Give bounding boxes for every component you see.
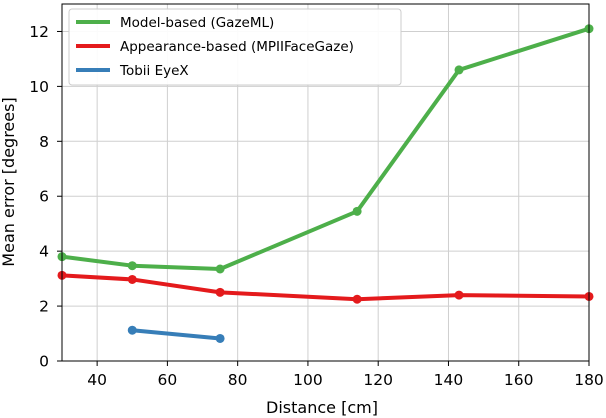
data-point <box>454 290 464 300</box>
plot-frame <box>61 3 590 362</box>
data-point <box>352 294 362 304</box>
y-tick-label: 10 <box>29 78 49 96</box>
y-tick-label: 12 <box>29 23 49 41</box>
legend-label: Appearance-based (MPIIFaceGaze) <box>120 39 354 55</box>
data-point <box>215 264 225 274</box>
data-point <box>127 325 137 335</box>
x-tick-label: 140 <box>434 371 464 389</box>
axis-ticks: 40 60 80 100 120 140 160 180 0 2 4 6 8 10 12 <box>29 23 604 389</box>
legend-label: Tobii EyeX <box>119 63 189 79</box>
y-tick-label: 0 <box>39 353 49 371</box>
y-axis-label: Mean error [degrees] <box>0 97 18 266</box>
data-point <box>215 333 225 343</box>
y-tick-label: 2 <box>39 298 49 316</box>
series-layer <box>57 24 594 343</box>
x-tick-label: 180 <box>574 371 604 389</box>
legend-box <box>68 8 402 86</box>
axes-box <box>61 3 590 362</box>
x-tick-label: 160 <box>504 371 534 389</box>
data-point <box>215 287 225 297</box>
series-line <box>132 328 221 341</box>
series-line <box>61 26 590 272</box>
x-tick-label: 60 <box>158 371 178 389</box>
x-tick-label: 120 <box>363 371 393 389</box>
data-point <box>454 65 464 75</box>
series-line <box>61 273 590 302</box>
y-tick-label: 6 <box>39 188 49 206</box>
x-tick-label: 80 <box>228 371 248 389</box>
legend: Model-based (GazeML) Appearance-based (MP… <box>68 8 402 86</box>
x-axis-label: Distance [cm] <box>266 398 378 417</box>
y-tick-label: 8 <box>39 133 49 151</box>
data-point <box>352 206 362 216</box>
data-point <box>127 274 137 284</box>
data-point <box>127 261 137 271</box>
y-tick-label: 4 <box>39 243 49 261</box>
legend-label: Model-based (GazeML) <box>120 15 274 31</box>
x-tick-label: 100 <box>293 371 323 389</box>
x-tick-label: 40 <box>87 371 107 389</box>
